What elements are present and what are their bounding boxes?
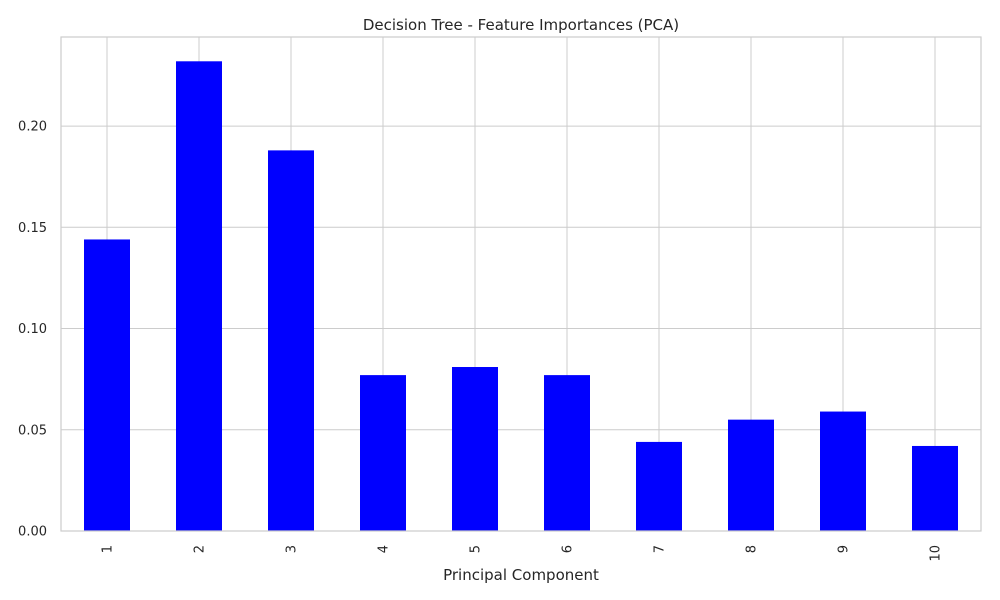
- bars: [84, 61, 958, 532]
- bar-pc-9: [820, 411, 866, 531]
- y-axis-ticks: 0.00 0.05 0.10 0.15 0.20: [18, 120, 47, 540]
- bar-pc-4: [360, 375, 406, 531]
- y-tick-label: 0.15: [18, 221, 47, 236]
- bar-pc-3: [268, 150, 314, 531]
- y-tick-label: 0.00: [18, 525, 47, 540]
- x-axis-ticks: 1 2 3 4 5 6 7 8 9 10: [101, 545, 944, 562]
- x-tick-label: 7: [653, 545, 668, 553]
- bar-pc-8: [728, 419, 774, 531]
- y-tick-label: 0.05: [18, 423, 47, 438]
- x-tick-label: 3: [285, 545, 300, 553]
- chart-title: Decision Tree - Feature Importances (PCA…: [363, 16, 679, 34]
- y-tick-label: 0.20: [18, 120, 47, 135]
- x-tick-label: 4: [377, 545, 392, 553]
- bar-pc-1: [84, 239, 130, 531]
- x-tick-label: 5: [469, 545, 484, 553]
- bar-pc-7: [636, 441, 682, 531]
- bar-pc-2: [176, 61, 222, 532]
- x-tick-label: 1: [101, 545, 116, 553]
- bar-pc-6: [544, 375, 590, 531]
- x-tick-label: 2: [193, 545, 208, 553]
- plot-frame: [60, 36, 982, 532]
- y-tick-label: 0.10: [18, 322, 47, 337]
- x-tick-label: 8: [745, 545, 760, 553]
- x-tick-label: 9: [837, 545, 852, 553]
- x-tick-label: 6: [561, 545, 576, 553]
- bar-pc-10: [912, 445, 958, 531]
- x-axis-label: Principal Component: [443, 566, 599, 584]
- bar-pc-5: [452, 367, 498, 531]
- x-tick-label: 10: [929, 545, 944, 562]
